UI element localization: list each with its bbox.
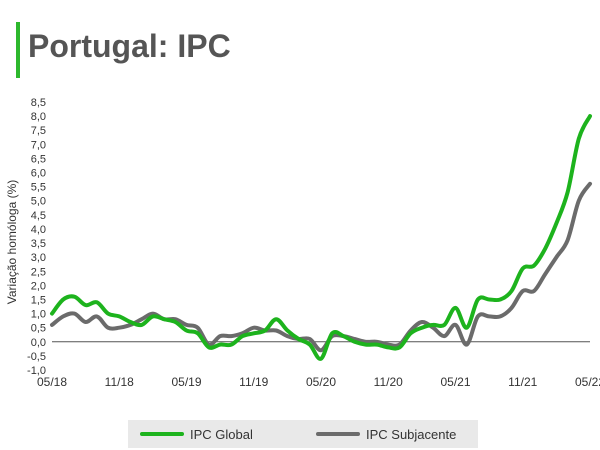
y-tick-label: 7,5 — [31, 125, 46, 137]
y-tick-label: 0,0 — [31, 337, 46, 349]
x-tick-label: 11/21 — [508, 375, 537, 389]
y-tick-label: 1,0 — [31, 309, 46, 321]
legend-item-ipc-subjacente: IPC Subjacente — [316, 420, 456, 448]
y-tick-label: 8,0 — [31, 111, 46, 123]
legend-swatch-ipc-subjacente — [316, 432, 360, 436]
y-tick-label: 4,5 — [31, 210, 46, 222]
chart-legend: IPC Global IPC Subjacente — [128, 420, 478, 448]
y-tick-label: 2,5 — [31, 266, 46, 278]
x-tick-label: 11/19 — [239, 375, 268, 389]
chart-axes: -1,0 -0,5 0,0 0,5 1,0 1,5 2,0 2,5 3,0 3,5 4,0 4,5 5,… — [27, 97, 600, 389]
y-tick-label: 3,0 — [31, 252, 46, 264]
line-chart: -1,0 -0,5 0,0 0,5 1,0 1,5 2,0 2,5 3,0 3,5 4,0 4,5 5,… — [5, 97, 600, 389]
y-tick-label: 5,5 — [31, 182, 46, 194]
y-tick-label: 7,0 — [31, 139, 46, 151]
legend-swatch-ipc-global — [140, 432, 184, 436]
chart-title: Portugal: IPC — [28, 28, 231, 64]
legend-item-ipc-global: IPC Global — [140, 420, 253, 448]
x-tick-label: 05/21 — [440, 375, 470, 389]
y-tick-label: 1,5 — [31, 294, 46, 306]
y-tick-label: 0,5 — [31, 323, 46, 335]
legend-label-ipc-subjacente: IPC Subjacente — [366, 426, 457, 442]
y-axis-label: Variação homóloga (%) — [5, 180, 19, 305]
y-tick-label: 6,5 — [31, 153, 46, 165]
y-tick-label: 5,0 — [31, 196, 46, 208]
y-tick-label: 2,0 — [31, 280, 46, 292]
x-tick-label: 11/18 — [105, 375, 134, 389]
series-line-ipc-subjacente — [50, 181, 592, 353]
x-tick-label: 05/18 — [37, 375, 67, 389]
y-tick-label: -0,5 — [27, 351, 46, 363]
y-tick-label: 6,0 — [31, 168, 46, 180]
chart-series — [50, 114, 592, 361]
y-tick-label: 8,5 — [31, 97, 46, 109]
x-tick-label: 11/20 — [374, 375, 403, 389]
y-tick-label: 3,5 — [31, 238, 46, 250]
y-tick-label: -1,0 — [27, 365, 46, 377]
title-accent-bar — [16, 22, 20, 78]
x-tick-label: 05/22 — [575, 375, 600, 389]
x-tick-label: 05/19 — [171, 375, 201, 389]
x-tick-label: 05/20 — [306, 375, 336, 389]
legend-label-ipc-global: IPC Global — [190, 426, 253, 442]
series-line-ipc-global — [50, 114, 592, 361]
y-tick-label: 4,0 — [31, 224, 46, 236]
